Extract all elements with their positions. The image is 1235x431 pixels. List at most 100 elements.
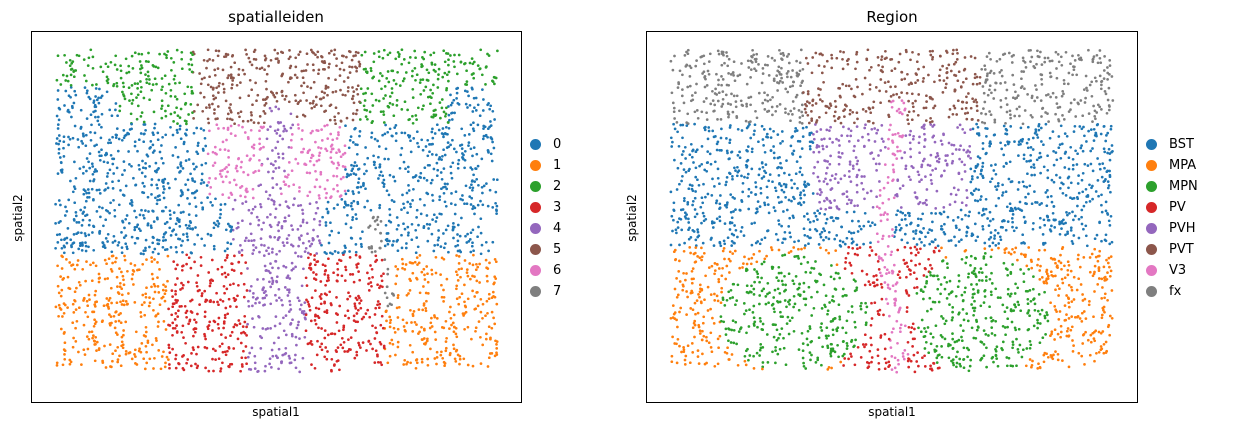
scatter-point [227, 347, 231, 350]
scatter-point [344, 222, 348, 226]
scatter-point [183, 304, 187, 308]
scatter-point [359, 242, 363, 246]
scatter-point [250, 145, 254, 149]
scatter-point [225, 287, 229, 291]
scatter-point [445, 336, 448, 340]
scatter-point [414, 174, 418, 177]
scatter-point [120, 138, 124, 142]
scatter-point [410, 321, 413, 324]
scatter-point [179, 194, 183, 198]
scatter-point [171, 229, 174, 233]
scatter-point [357, 343, 361, 347]
scatter-point [97, 150, 101, 154]
scatter-point [324, 224, 328, 227]
scatter-point [493, 76, 497, 79]
scatter-point [320, 128, 323, 131]
scatter-point [458, 295, 462, 299]
scatter-point [172, 61, 176, 64]
scatter-point [481, 203, 485, 207]
scatter-point [276, 128, 280, 132]
scatter-point [156, 198, 159, 202]
scatter-point [143, 301, 146, 304]
scatter-point [63, 341, 67, 345]
scatter-point [186, 178, 190, 182]
scatter-point [219, 208, 222, 212]
scatter-point [271, 247, 274, 251]
scatter-point [349, 273, 352, 276]
scatter-point [150, 272, 154, 276]
scatter-point [462, 357, 466, 361]
scatter-point [92, 334, 95, 337]
scatter-point [469, 123, 473, 127]
legend-marker [530, 223, 541, 234]
scatter-point [382, 97, 385, 100]
scatter-point [450, 101, 454, 105]
scatter-point [73, 89, 77, 93]
scatter-point [372, 60, 376, 64]
scatter-point [335, 137, 339, 140]
scatter-point [354, 250, 358, 254]
scatter-point [120, 293, 124, 297]
scatter-point [141, 166, 145, 170]
scatter-point [250, 346, 254, 350]
scatter-point [70, 67, 74, 71]
scatter-point [340, 274, 344, 278]
scatter-point [227, 297, 231, 301]
scatter-point [317, 194, 321, 197]
scatter-point [229, 242, 233, 246]
scatter-point [223, 291, 226, 295]
scatter-point [310, 363, 313, 366]
scatter-point [162, 187, 166, 191]
scatter-point [396, 70, 399, 74]
scatter-point [119, 300, 122, 304]
scatter-point [105, 297, 109, 300]
scatter-point [444, 112, 448, 116]
scatter-point [57, 106, 61, 110]
scatter-point [447, 58, 450, 62]
scatter-point [78, 283, 82, 287]
scatter-point [60, 288, 64, 292]
scatter-point [246, 173, 250, 177]
scatter-point [242, 170, 245, 174]
scatter-point [331, 138, 335, 142]
scatter-point [452, 222, 455, 225]
scatter-point [454, 190, 458, 194]
scatter-point [421, 308, 425, 312]
scatter-point [371, 275, 374, 279]
scatter-point [168, 366, 171, 370]
scatter-point [157, 252, 160, 256]
scatter-point [249, 111, 253, 114]
scatter-point [442, 132, 445, 136]
scatter-point [212, 244, 216, 248]
scatter-point [174, 233, 178, 236]
scatter-point [332, 207, 336, 210]
scatter-point [174, 222, 178, 226]
scatter-point [248, 78, 252, 82]
scatter-point [208, 106, 211, 109]
scatter-point [191, 227, 195, 230]
scatter-point [289, 138, 293, 142]
scatter-point [113, 208, 117, 212]
scatter-point [191, 346, 195, 349]
scatter-point [144, 325, 148, 329]
scatter-point [296, 254, 300, 258]
scatter-point [326, 86, 330, 89]
scatter-point [421, 107, 424, 111]
scatter-point [277, 296, 281, 300]
scatter-point [449, 54, 452, 57]
scatter-point [110, 254, 114, 258]
scatter-point [206, 48, 210, 52]
scatter-point [409, 139, 412, 143]
scatter-point [150, 193, 153, 196]
scatter-point [444, 204, 448, 208]
scatter-point [109, 60, 113, 64]
scatter-point [299, 203, 303, 207]
scatter-point [281, 72, 285, 76]
scatter-point [129, 112, 133, 116]
scatter-point [190, 91, 194, 95]
scatter-point [144, 60, 148, 63]
scatter-point [447, 70, 451, 74]
scatter-point [258, 67, 262, 71]
scatter-point [379, 323, 383, 327]
scatter-point [406, 225, 410, 229]
